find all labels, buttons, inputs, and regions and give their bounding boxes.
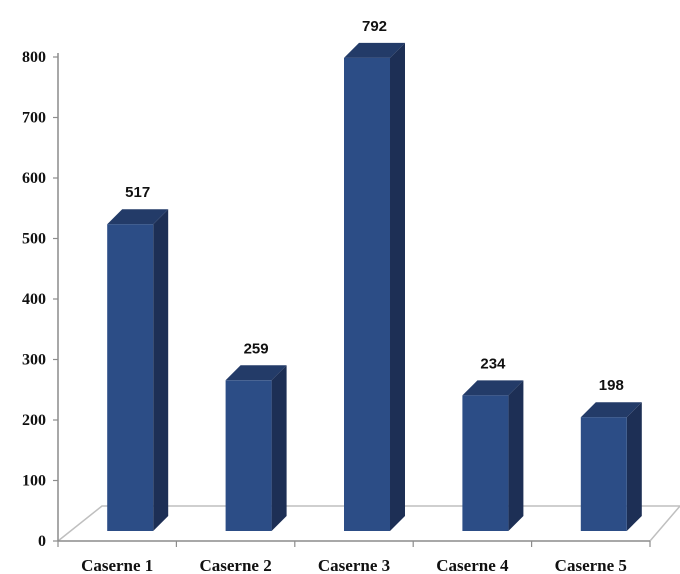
data-label: 792 (362, 18, 387, 35)
bar-top (225, 365, 287, 381)
bar-top (462, 380, 524, 396)
y-tick-label: 600 (22, 170, 46, 187)
bar-front (462, 395, 509, 531)
bar-top (344, 42, 405, 58)
data-label: 259 (244, 340, 269, 357)
bars (107, 42, 642, 532)
x-category-label: Caserne 4 (436, 556, 509, 574)
bar-front (344, 57, 390, 532)
data-label: 234 (480, 355, 506, 372)
x-axis: Caserne 1 Caserne 2 Caserne 3 Caserne 4 Case… (57, 540, 651, 574)
bar-top (107, 209, 169, 225)
bar (462, 380, 524, 531)
x-category-label: Caserne 5 (555, 556, 627, 574)
y-tick-label: 100 (22, 473, 46, 490)
y-tick-label: 300 (22, 352, 46, 369)
data-labels: 517 259 792 234 198 (125, 18, 624, 394)
y-tick-label: 500 (22, 231, 46, 248)
bar (344, 42, 405, 532)
bar-side (626, 402, 642, 531)
bar-side (271, 365, 287, 531)
bar-top (580, 402, 642, 418)
y-axis: 0 100 200 300 400 500 600 700 800 (22, 49, 59, 550)
y-tick-label: 700 (22, 110, 46, 127)
bar-side (153, 209, 169, 531)
y-tick-label: 800 (22, 49, 46, 66)
bar-front (225, 380, 272, 531)
data-label: 517 (125, 184, 150, 201)
data-label: 198 (599, 377, 624, 394)
floor-right-edge (649, 505, 680, 542)
x-category-label: Caserne 2 (199, 556, 271, 574)
bar (580, 402, 642, 531)
bar-front (580, 417, 627, 531)
bar-side (390, 42, 405, 532)
y-tick-label: 400 (22, 291, 46, 308)
bar (107, 209, 169, 531)
bar (225, 365, 287, 531)
x-category-label: Caserne 3 (318, 556, 390, 574)
bar-side (508, 380, 524, 531)
bar-front (107, 224, 154, 531)
y-tick-label: 0 (38, 533, 46, 550)
x-category-label: Caserne 1 (81, 556, 153, 574)
y-tick-label: 200 (22, 412, 46, 429)
